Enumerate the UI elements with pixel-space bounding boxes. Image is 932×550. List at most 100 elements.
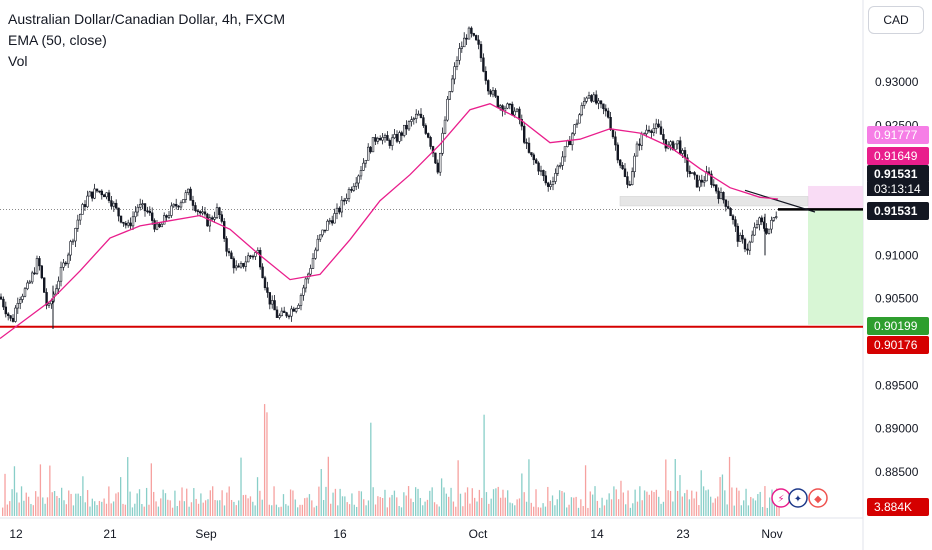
volume-bar [750,496,752,516]
price-tag [867,317,929,335]
volume-bar [313,507,315,516]
volume-bar [162,489,164,516]
volume-bar [433,502,436,516]
candle-down [251,255,255,258]
candle-up [328,220,331,222]
candle-up [381,137,384,141]
candle-down [124,222,128,226]
volume-bar [174,490,176,516]
volume-bar [448,496,450,516]
candle-down [522,125,526,143]
candle-down [470,27,473,34]
currency-button[interactable]: CAD [868,6,924,34]
candle-up [86,195,89,208]
candle-up [758,217,761,225]
volume-bar [651,490,653,516]
symbol-title[interactable]: Australian Dollar/Canadian Dollar, 4h, F… [8,11,286,27]
candle-down [9,315,12,319]
candle-up [333,213,336,224]
candle-down [405,124,408,130]
volume-bar [381,497,384,516]
candle-down [287,315,291,318]
volume-bar [360,491,363,516]
volume-bar [63,500,65,516]
volume-bar [719,477,721,516]
volume-bar [667,490,669,516]
volume-bar [705,490,707,516]
volume-bar [6,504,9,516]
volume-bar [240,457,242,516]
volume-bar [32,505,34,516]
candle-up [256,249,259,253]
volume-bar [450,487,452,516]
volume-bar [89,506,91,516]
volume-bar [16,492,18,516]
volume-bar [318,486,320,516]
candle-down [743,238,747,250]
volume-bar [499,497,502,516]
volume-bar [575,496,577,516]
candle-down [261,266,264,279]
volume-bar [275,504,278,516]
candle-up [30,272,34,283]
candle-down [103,194,106,198]
volume-bar [372,487,374,516]
event-icon: ⚡ [777,494,784,505]
candle-up [215,207,219,218]
candle-down [6,313,10,316]
volume-bar [235,505,237,516]
volume-bar [754,500,757,516]
ema-indicator-label[interactable]: EMA (50, close) [8,32,107,48]
volume-bar [20,486,23,516]
candle-down [110,200,113,207]
volume-bar [204,500,207,516]
volume-bar [691,490,693,516]
candle-up [62,262,65,268]
candle-down [266,287,269,293]
volume-bar [551,495,554,516]
candle-down [242,263,245,267]
volume-bar [155,501,157,516]
volume-bar [308,494,311,516]
candle-down [482,57,485,72]
volume-bar [471,488,473,516]
candle-up [654,123,658,129]
candle-down [599,100,603,105]
volume-bar [4,473,6,516]
volume-bar [530,502,532,516]
volume-bar [464,492,466,516]
candle-up [254,252,257,257]
volume-bar [35,491,37,516]
candle-down [688,171,692,174]
volume-bar [561,491,563,516]
volume-bar [169,500,171,516]
candle-down [11,317,15,322]
volume-bar [693,498,695,516]
volume-bar [18,502,20,516]
volume-bar [190,502,193,516]
volume-bar [153,491,155,516]
candle-down [42,277,46,293]
candle-up [753,226,756,236]
volume-bar [214,500,216,516]
candle-down [700,179,704,183]
volume-bar [731,487,733,516]
volume-bar [304,498,306,516]
volume-bar [400,507,403,516]
candle-up [326,220,329,231]
candle-up [645,129,648,135]
volume-bar [566,507,568,516]
candle-down [546,182,550,187]
volume-bar [337,505,339,516]
volume-bar [389,497,391,516]
volume-indicator-label[interactable]: Vol [8,53,28,69]
candle-up [414,113,418,119]
volume-bar [346,502,348,516]
candle-down [714,184,718,192]
volume-bar [502,489,504,516]
volume-bar [256,477,259,516]
candle-up [244,261,247,267]
volume-bar [412,502,414,516]
candle-up [705,171,708,182]
